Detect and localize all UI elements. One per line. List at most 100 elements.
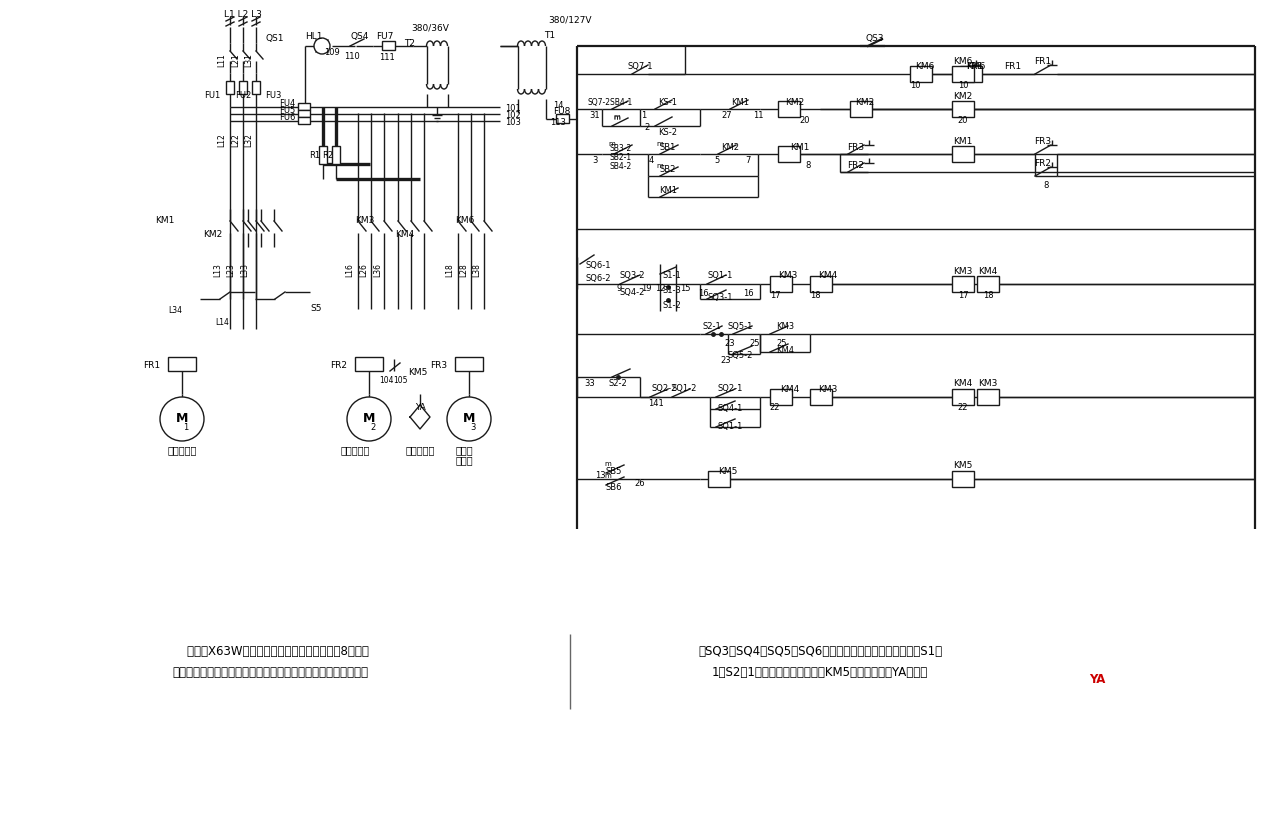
Text: 4: 4 [648,155,653,165]
Text: 15: 15 [680,283,690,292]
Text: KM1: KM1 [659,186,677,194]
Bar [810,277,832,293]
Text: L31: L31 [245,53,254,67]
Text: L13: L13 [214,263,223,277]
Text: KM1: KM1 [732,97,750,106]
Text: 33: 33 [585,378,595,387]
Text: SB2: SB2 [659,165,676,173]
Text: L18: L18 [446,263,455,277]
Text: YA: YA [415,403,425,412]
Text: R2: R2 [322,150,334,160]
Text: 2: 2 [371,422,376,431]
Text: KM5: KM5 [408,367,428,376]
Text: SB1: SB1 [659,142,676,151]
Text: L23: L23 [227,263,236,277]
Text: R1: R1 [309,150,319,160]
Text: L32: L32 [245,133,254,147]
Text: m: m [613,114,621,120]
Text: FU3: FU3 [265,90,281,99]
Text: KM6: KM6 [455,215,474,224]
Text: FR2: FR2 [848,161,864,170]
Text: m: m [657,163,663,169]
Text: S1-3: S1-3 [662,285,681,294]
Bar [298,118,310,125]
Text: 2: 2 [644,122,649,131]
Text: KM2: KM2 [204,229,223,238]
Text: M: M [176,411,188,424]
Text: SQ4-2: SQ4-2 [620,287,645,296]
Text: SB2-1: SB2-1 [611,152,632,161]
Text: 9: 9 [617,283,622,292]
Text: KM1: KM1 [953,136,972,145]
Text: KM4: KM4 [775,345,793,354]
Text: 111: 111 [379,53,395,61]
Text: 103: 103 [505,117,520,126]
Text: SQ7-1: SQ7-1 [627,61,653,70]
Circle shape [346,398,392,441]
Text: 20: 20 [958,115,969,125]
Text: 113: 113 [550,117,565,126]
Text: SB4-2: SB4-2 [611,161,632,171]
Text: 16: 16 [743,288,753,297]
Text: KM4: KM4 [781,384,800,393]
Text: FR3: FR3 [1034,136,1051,145]
Text: FR2: FR2 [330,360,346,369]
Text: L38: L38 [473,263,482,277]
Text: 25: 25 [777,338,787,347]
Text: FU8: FU8 [554,106,571,115]
Text: 16: 16 [698,288,708,297]
Bar [952,390,974,405]
Bar [455,358,483,371]
Text: 31: 31 [590,110,600,120]
Text: 14: 14 [553,100,563,110]
Text: 快速电磁铁: 快速电磁铁 [406,445,434,455]
Text: SB3-2: SB3-2 [611,143,632,152]
Text: KM3: KM3 [775,321,795,330]
Text: 8: 8 [1043,181,1048,189]
Text: 11: 11 [752,110,764,120]
Text: m: m [604,461,612,466]
Text: 17: 17 [770,290,781,299]
Text: FR1: FR1 [1005,61,1021,70]
Text: L12: L12 [218,133,227,146]
Text: SQ6-1: SQ6-1 [586,260,612,269]
Text: T2: T2 [404,38,415,48]
Text: 1: 1 [183,422,188,431]
Text: m: m [613,115,621,121]
Text: FR1: FR1 [1034,57,1051,65]
Text: KM2: KM2 [855,97,875,106]
Text: FU4: FU4 [278,99,295,107]
Text: L33: L33 [241,263,250,277]
Text: 25: 25 [750,338,760,347]
Text: 109: 109 [325,48,340,57]
Text: T1: T1 [544,30,555,39]
Text: FR1: FR1 [966,61,984,70]
Text: L28: L28 [460,263,469,277]
Text: KM6: KM6 [953,57,972,65]
Text: KM2: KM2 [953,91,972,100]
Text: FR1: FR1 [143,360,160,369]
Bar [911,67,933,83]
Text: SQ5-2: SQ5-2 [728,350,752,359]
Bar [355,358,383,371]
Bar [952,472,974,487]
Bar [556,115,569,124]
Text: 104: 104 [379,375,393,384]
Text: S5: S5 [310,303,322,312]
Bar [708,472,730,487]
Text: 冷却泵: 冷却泵 [455,445,473,455]
Text: SQ3-1: SQ3-1 [707,292,733,301]
Text: KM3: KM3 [355,215,375,224]
Text: 3: 3 [470,422,475,431]
Bar [952,67,974,83]
Text: KM4: KM4 [979,266,998,275]
Text: SQ3-2: SQ3-2 [620,270,645,279]
Text: S1-2: S1-2 [662,300,681,309]
Bar [383,42,395,51]
Text: FU5: FU5 [278,105,295,115]
Text: m: m [609,140,616,147]
Bar [770,277,792,293]
Bar [252,82,260,95]
Bar [960,67,981,83]
Text: L26: L26 [359,263,368,277]
